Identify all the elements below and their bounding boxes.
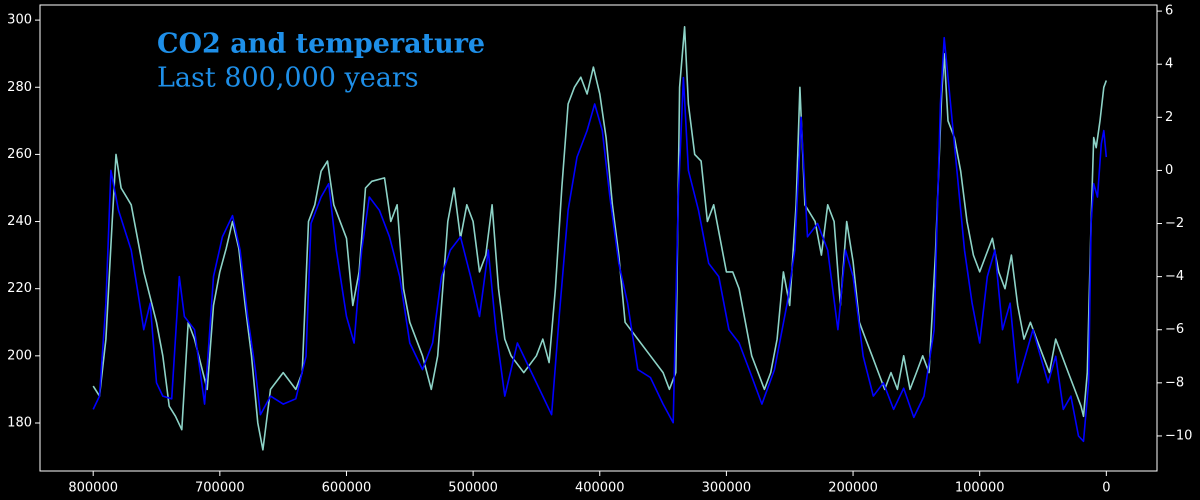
y2-tick-label: −8 xyxy=(1165,375,1184,390)
series-line xyxy=(92,26,1108,451)
chart-subtitle: Last 800,000 years xyxy=(157,63,419,94)
x-tick-label: 0 xyxy=(1102,481,1110,496)
y2-tick-label: −4 xyxy=(1165,269,1184,284)
y-tick-label: 240 xyxy=(7,214,32,229)
y2-tick-label: −6 xyxy=(1165,322,1184,337)
y2-tick-label: 2 xyxy=(1165,110,1173,125)
x-tick-label: 500000 xyxy=(448,481,498,496)
y-tick-label: 220 xyxy=(7,281,32,296)
chart-title: CO2 and temperature xyxy=(157,29,485,60)
x-tick-label: 100000 xyxy=(955,481,1005,496)
series-line xyxy=(92,36,1108,443)
y-tick-label: 300 xyxy=(7,13,32,28)
x-tick-label: 800000 xyxy=(68,481,118,496)
y-tick-label: 180 xyxy=(7,415,32,430)
y2-tick-label: −2 xyxy=(1165,216,1184,231)
y2-tick-label: 6 xyxy=(1165,4,1173,19)
x-tick-label: 300000 xyxy=(702,481,752,496)
y-tick-label: 260 xyxy=(7,147,32,162)
plot-frame xyxy=(39,4,1158,472)
x-tick-label: 700000 xyxy=(195,481,245,496)
y-tick-label: 200 xyxy=(7,348,32,363)
x-tick-label: 400000 xyxy=(575,481,625,496)
x-tick-label: 200000 xyxy=(828,481,878,496)
y-tick-label: 280 xyxy=(7,80,32,95)
y2-tick-label: −10 xyxy=(1165,428,1192,443)
y2-tick-label: 4 xyxy=(1165,57,1173,72)
y2-tick-label: 0 xyxy=(1165,163,1173,178)
x-tick-label: 600000 xyxy=(322,481,372,496)
